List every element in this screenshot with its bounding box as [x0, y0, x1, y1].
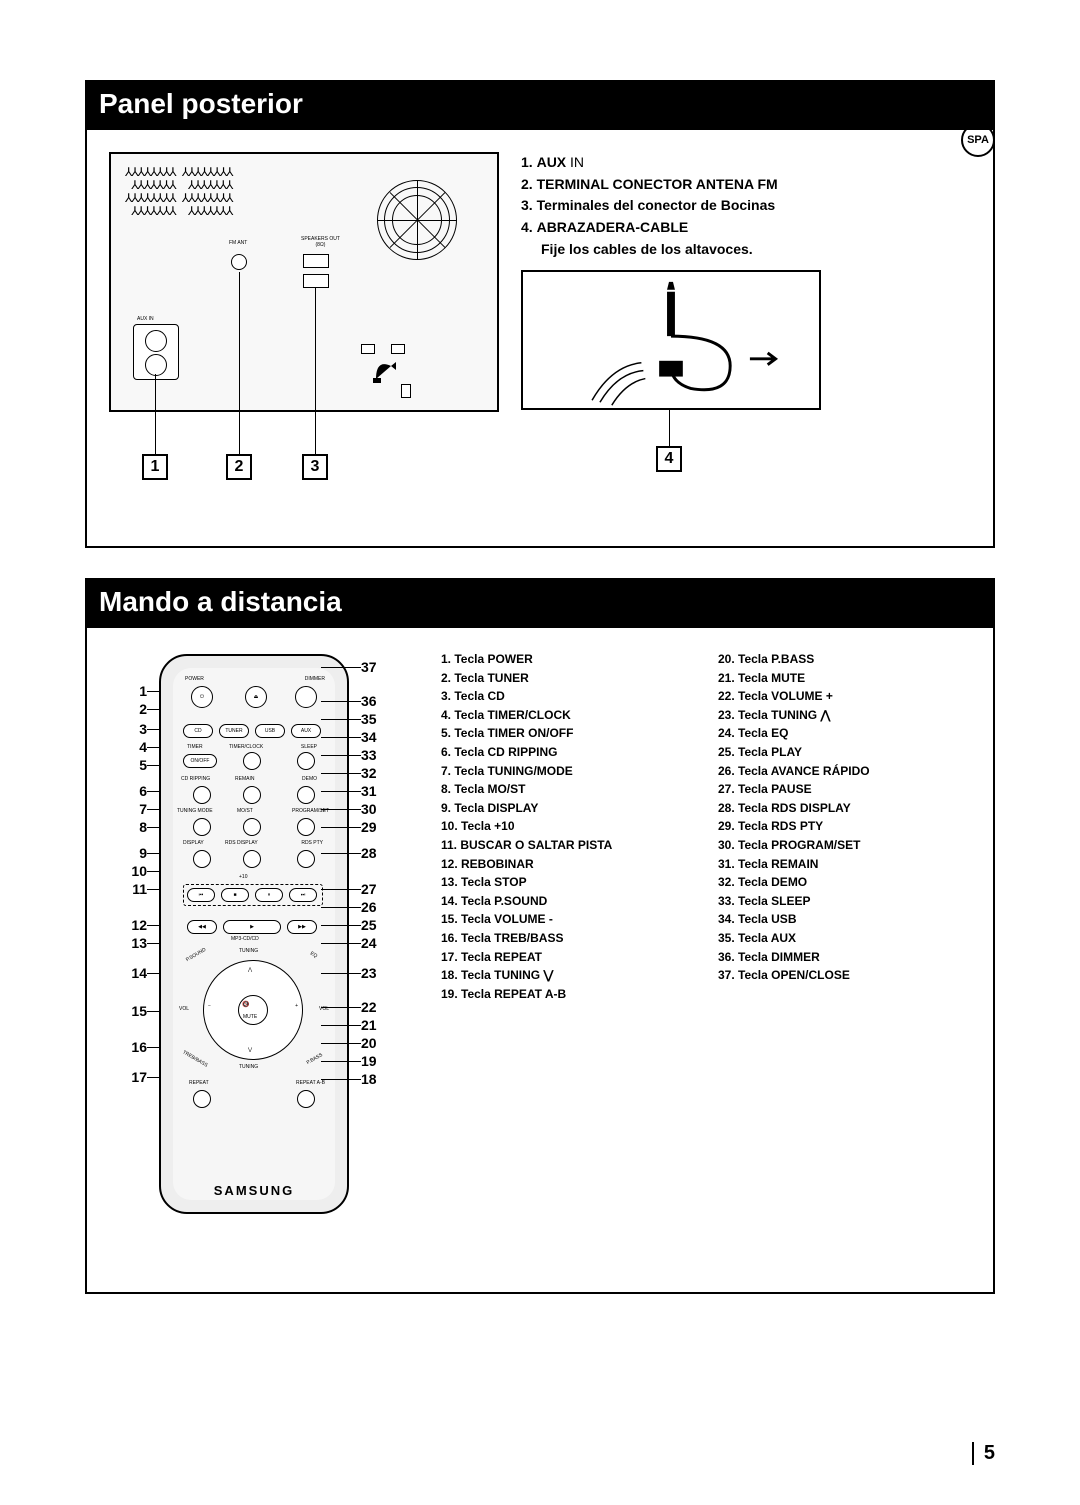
lbl: TIMER/CLOCK [229, 744, 263, 750]
section-title-panel: Panel posterior [85, 80, 995, 128]
lbl: +10 [239, 874, 247, 880]
btn-tuner: TUNER [219, 724, 249, 738]
btn-power: ⏻ [191, 686, 213, 708]
btn-next: ⏭ [289, 888, 317, 902]
btn-cdrip [193, 786, 211, 804]
btn-cd: CD [183, 724, 213, 738]
lbl: DEMO [302, 776, 317, 782]
cable-clamp-icon [371, 354, 401, 384]
btn-rdsdisp [243, 850, 261, 868]
speaker-terminal [303, 254, 329, 268]
btn-remain [243, 786, 261, 804]
remote-key-list: 1. Tecla POWER2. Tecla TUNER3. Tecla CD4… [411, 650, 971, 1270]
btn-aux: AUX [291, 724, 321, 738]
brand-label: SAMSUNG [161, 1183, 347, 1198]
section-title-remote: Mando a distancia [85, 578, 995, 626]
aux-jack [145, 330, 167, 352]
lbl: MP3-CD/CD [231, 936, 259, 942]
slot [401, 384, 411, 398]
btn-timerclock [243, 752, 261, 770]
label-speakers: SPEAKERS OUT (8Ω) [301, 236, 340, 248]
fm-jack [231, 254, 247, 270]
btn-repeat-ab [297, 1090, 315, 1108]
lbl: REPEAT A-B [296, 1080, 325, 1086]
btn-pause: ⏸ [255, 888, 283, 902]
remote-box: 1234567891011121314151617 ⏻ POWER ⏏ DIMM… [85, 626, 995, 1294]
lbl: TUNING MODE [177, 808, 213, 814]
btn-dimmer [295, 686, 317, 708]
panel-item-list: 1. AUX IN 2. TERMINAL CONECTOR ANTENA FM… [521, 152, 971, 412]
callout-2: 2 [226, 454, 252, 480]
remote-right-numbers: 3736353433323130292827262524232221201918 [361, 650, 399, 1270]
lbl: TREB/BASS [181, 1049, 208, 1068]
lbl: RDS PTY [301, 840, 323, 846]
btn-rdspty [297, 850, 315, 868]
btn-display [193, 850, 211, 868]
lbl: EQ [309, 951, 318, 960]
lbl: CD RIPPING [181, 776, 210, 782]
btn-repeat [193, 1090, 211, 1108]
lbl: TIMER [187, 744, 203, 750]
btn-most [243, 818, 261, 836]
btn-tmode [193, 818, 211, 836]
callout-3: 3 [302, 454, 328, 480]
speaker-terminal [303, 274, 329, 288]
lbl: DISPLAY [183, 840, 204, 846]
clamp-illustration [521, 270, 821, 410]
btn-sleep [297, 752, 315, 770]
aux-jack [145, 354, 167, 376]
lbl: DIMMER [305, 676, 325, 682]
page-number: 5 [972, 1442, 995, 1465]
btn-demo [297, 786, 315, 804]
rear-panel-diagram: ⅄⅄⅄⅄⅄⅄⅄⅄ ⅄⅄⅄⅄⅄⅄⅄⅄ ⅄⅄⅄⅄⅄⅄⅄ ⅄⅄⅄⅄⅄⅄⅄ ⅄⅄⅄⅄⅄⅄… [109, 152, 499, 412]
lbl: RDS DISPLAY [225, 840, 258, 846]
btn-progset [297, 818, 315, 836]
lbl: P.SOUND [185, 947, 207, 963]
lbl: REPEAT [189, 1080, 209, 1086]
remote-diagram: ⏻ POWER ⏏ DIMMER CD TUNER USB AUX TIMER … [159, 654, 349, 1214]
lbl: VOL [179, 1006, 189, 1012]
fan-icon [377, 180, 457, 260]
btn-open: ⏏ [245, 686, 267, 708]
lbl: SLEEP [301, 744, 317, 750]
lbl: TUNING [239, 948, 258, 954]
dpad: ⋀ ⋁ − + 🔇 [203, 960, 303, 1060]
callout-1: 1 [142, 454, 168, 480]
lbl: P.BASS [305, 1052, 323, 1066]
callout-4: 4 [656, 446, 682, 472]
btn-prev: ⏮ [187, 888, 215, 902]
btn-onoff: ON/OFF [183, 754, 217, 768]
panel-posterior-box: ⅄⅄⅄⅄⅄⅄⅄⅄ ⅄⅄⅄⅄⅄⅄⅄⅄ ⅄⅄⅄⅄⅄⅄⅄ ⅄⅄⅄⅄⅄⅄⅄ ⅄⅄⅄⅄⅄⅄… [85, 128, 995, 548]
lbl: REMAIN [235, 776, 254, 782]
remote-left-numbers: 1234567891011121314151617 [109, 650, 147, 1270]
btn-ff: ▶▶ [287, 920, 317, 934]
slot [391, 344, 405, 354]
btn-stop: ■ [221, 888, 249, 902]
lbl: MUTE [243, 1014, 257, 1020]
btn-rew: ◀◀ [187, 920, 217, 934]
lbl: MO/ST [237, 808, 253, 814]
lbl: TUNING [239, 1064, 258, 1070]
label-fm: FM ANT [229, 240, 247, 246]
lbl: POWER [185, 676, 204, 682]
btn-usb: USB [255, 724, 285, 738]
btn-play: ▶ [223, 920, 281, 934]
slot [361, 344, 375, 354]
label-aux: AUX IN [137, 316, 154, 322]
